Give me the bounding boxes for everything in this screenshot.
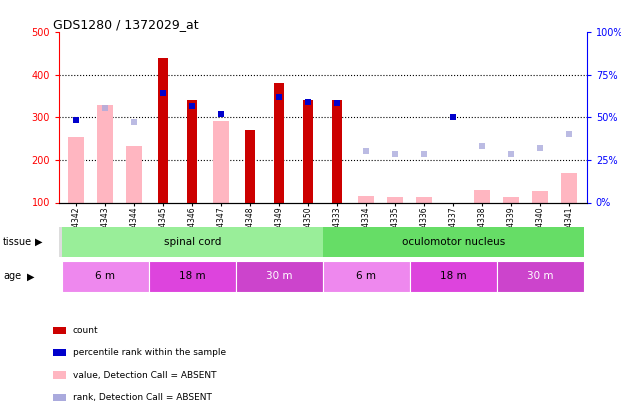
Bar — [62, 261, 149, 292]
Bar — [323, 261, 410, 292]
Text: value, Detection Call = ABSENT: value, Detection Call = ABSENT — [73, 371, 216, 379]
Bar — [97, 104, 114, 202]
Bar — [245, 130, 255, 202]
Bar — [410, 261, 497, 292]
Text: ▶: ▶ — [27, 271, 35, 281]
Bar — [504, 197, 519, 202]
Bar — [417, 197, 432, 202]
Bar — [303, 100, 314, 202]
Text: 6 m: 6 m — [356, 271, 376, 281]
Text: GDS1280 / 1372029_at: GDS1280 / 1372029_at — [53, 18, 199, 31]
Bar — [474, 190, 491, 202]
Text: ▶: ▶ — [35, 237, 43, 247]
Bar — [274, 83, 284, 202]
Bar — [497, 261, 584, 292]
Text: count: count — [73, 326, 98, 335]
Text: tissue: tissue — [3, 237, 32, 247]
Bar — [561, 173, 578, 202]
Bar — [62, 227, 323, 257]
Text: 6 m: 6 m — [96, 271, 116, 281]
Bar — [388, 197, 404, 202]
Text: spinal cord: spinal cord — [164, 237, 221, 247]
Text: 18 m: 18 m — [440, 271, 467, 281]
Text: 30 m: 30 m — [527, 271, 554, 281]
Text: 30 m: 30 m — [266, 271, 292, 281]
Text: rank, Detection Call = ABSENT: rank, Detection Call = ABSENT — [73, 393, 212, 402]
Text: percentile rank within the sample: percentile rank within the sample — [73, 348, 226, 357]
Bar — [149, 261, 236, 292]
Bar — [358, 196, 374, 202]
Bar — [127, 146, 142, 202]
Text: 18 m: 18 m — [179, 271, 206, 281]
Bar — [236, 261, 323, 292]
Bar — [323, 227, 584, 257]
Bar — [68, 137, 84, 202]
Bar — [214, 121, 229, 202]
Bar — [188, 100, 197, 202]
Bar — [532, 191, 548, 202]
Bar — [332, 100, 343, 202]
Text: oculomotor nucleus: oculomotor nucleus — [402, 237, 505, 247]
Text: age: age — [3, 271, 21, 281]
Bar — [158, 58, 168, 202]
